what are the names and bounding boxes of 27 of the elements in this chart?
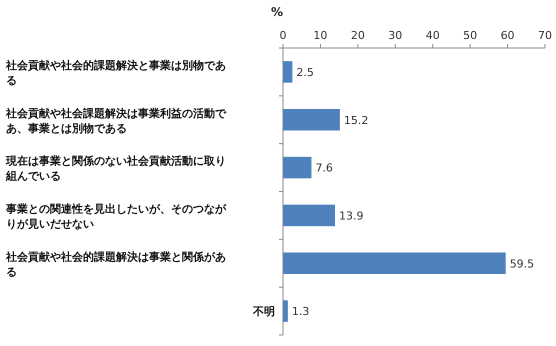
y-tick-label: 現在は事業と関係のない社会貢献活動に取り組んでいる (5, 154, 226, 183)
bar (283, 156, 312, 178)
bar (283, 252, 506, 274)
x-tick-label: 70 (538, 29, 552, 42)
x-tick-label: 50 (463, 29, 478, 42)
y-tick-label: 社会貢献や社会的課題解決と事業は別物である (5, 58, 226, 87)
x-axis-title: % (271, 5, 284, 19)
data-label: 15.2 (344, 114, 368, 127)
bar (283, 108, 340, 131)
data-label: 1.3 (292, 305, 310, 318)
bar (283, 204, 336, 226)
y-tick-label: 事業との関連性を見出したいが、そのつながりが見いだせない (5, 202, 227, 230)
data-label: 13.9 (339, 209, 364, 222)
data-label: 7.6 (315, 162, 333, 175)
x-tick-label: 20 (350, 29, 365, 42)
x-tick-label: 0 (280, 29, 286, 42)
y-tick-label: 社会貢献や社会課題解決は事業利益の活動であ、事業とは別物である (5, 106, 227, 135)
y-tick-label: 社会貢献や社会的課題解決は事業と関係がある (5, 250, 226, 278)
x-tick-label: 40 (426, 29, 440, 42)
bar (283, 300, 288, 322)
data-label: 59.5 (510, 257, 534, 270)
x-tick-label: 10 (313, 29, 328, 42)
x-tick-label: 30 (388, 29, 402, 42)
y-tick-label: 不明 (252, 305, 275, 318)
x-tick-label: 60 (500, 29, 515, 42)
data-label: 2.5 (296, 66, 314, 79)
bar (283, 61, 292, 83)
